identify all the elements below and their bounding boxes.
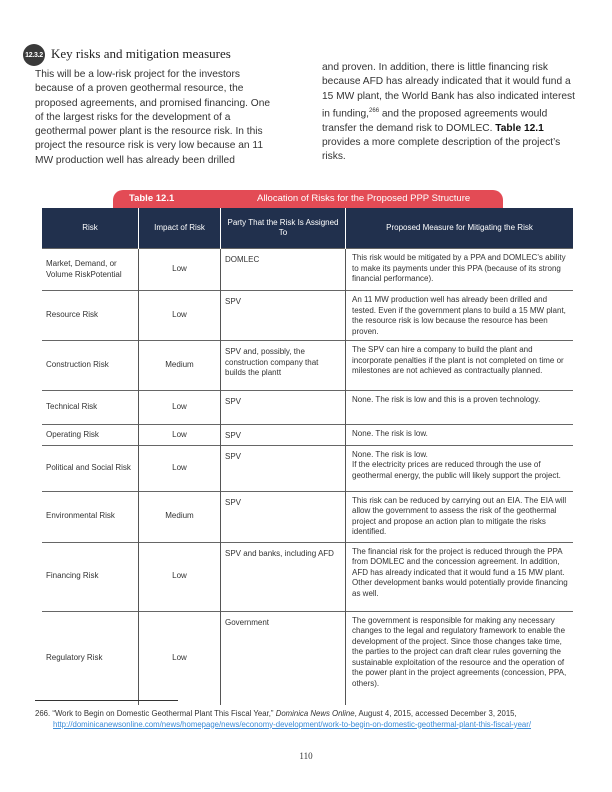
body-paragraph-right: and proven. In addition, there is little… (322, 61, 577, 164)
footnote-text: , August 4, 2015, accessed December 3, 2… (354, 709, 517, 718)
measure-cell: An 11 MW production well has already bee… (345, 290, 573, 341)
impact-cell: Medium (138, 340, 221, 391)
table-title-tab: Table 12.1 Allocation of Risks for the P… (113, 190, 503, 208)
party-cell: SPV (220, 290, 346, 341)
footnote-divider (35, 700, 178, 701)
footnote-ref[interactable]: 266 (369, 107, 380, 114)
measure-cell: The financial risk for the project is re… (345, 541, 573, 611)
table-header-row: Risk Impact of Risk Party That the Risk … (42, 208, 573, 249)
impact-cell: Low (138, 248, 221, 291)
table-number: Table 12.1 (129, 193, 175, 204)
table-row: Market, Demand, or Volume RiskPotential L… (42, 248, 573, 291)
impact-cell: Low (138, 290, 221, 341)
body-text: and the proposed agreements would transf… (322, 108, 548, 134)
risk-cell: Environmental Risk (42, 490, 139, 542)
section-number-badge: 12.3.2 (23, 44, 45, 66)
measure-cell: This risk would be mitigated by a PPA an… (345, 248, 573, 291)
table-row: Environmental Risk Medium SPV This risk can… (42, 490, 573, 542)
table-row: Technical Risk Low SPV None. The risk is lo… (42, 390, 573, 425)
header-measure: Proposed Measure for Mitigating the Risk (345, 208, 573, 249)
header-risk: Risk (42, 208, 139, 249)
impact-cell: Medium (138, 490, 221, 542)
table-row: Construction Risk Medium SPV and, possibly… (42, 340, 573, 391)
party-cell: SPV and, possibly, the construction comp… (220, 340, 346, 391)
risk-cell: Technical Risk (42, 390, 139, 425)
body-text: and proven. In addition, there is little… (322, 62, 575, 120)
party-cell: SPV (220, 444, 346, 491)
header-party: Party That the Risk Is Assigned To (220, 208, 346, 249)
risk-cell: Operating Risk (42, 424, 139, 445)
body-text: provides a more complete description of … (322, 136, 561, 163)
party-cell: SPV (220, 424, 346, 445)
footnote-text: “Work to Begin on Domestic Geothermal Pl… (52, 709, 276, 718)
impact-cell: Low (138, 424, 221, 445)
party-cell: SPV (220, 490, 346, 542)
header-impact: Impact of Risk (138, 208, 221, 249)
table-row: Financing Risk Low SPV and banks, includin… (42, 541, 573, 611)
measure-cell: The SPV can hire a company to build the … (345, 340, 573, 391)
impact-cell: Low (138, 444, 221, 491)
footnote-number: 266. (35, 709, 51, 718)
measure-cell: None. The risk is low. (345, 424, 573, 445)
measure-cell: This risk can be reduced by carrying out… (345, 490, 573, 542)
risk-cell: Construction Risk (42, 340, 139, 391)
risk-cell: Resource Risk (42, 290, 139, 341)
risk-cell: Market, Demand, or Volume RiskPotential (42, 248, 139, 291)
table-row: Political and Social Risk Low SPV None. The… (42, 444, 573, 491)
party-cell: SPV (220, 390, 346, 425)
impact-cell: Low (138, 541, 221, 611)
risk-allocation-table: Risk Impact of Risk Party That the Risk … (42, 208, 573, 705)
measure-cell: None. The risk is low and this is a prov… (345, 390, 573, 425)
footnote-source: Dominica News Online (275, 709, 355, 718)
table-row: Operating Risk Low SPV None. The risk is lo… (42, 424, 573, 445)
table-row: Resource Risk Low SPV An 11 MW production w… (42, 290, 573, 341)
party-cell: Government (220, 610, 346, 705)
impact-cell: Low (138, 390, 221, 425)
risk-cell: Financing Risk (42, 541, 139, 611)
party-cell: SPV and banks, including AFD (220, 541, 346, 611)
footnote-link[interactable]: http://dominicanewsonline.com/news/homep… (53, 719, 532, 729)
footnote: 266. “Work to Begin on Domestic Geotherm… (35, 709, 598, 730)
impact-cell: Low (138, 610, 221, 705)
measure-cell: None. The risk is low. If the electricit… (345, 444, 573, 491)
party-cell: DOMLEC (220, 248, 346, 291)
body-paragraph-left: This will be a low-risk project for the … (35, 69, 271, 166)
table-reference: Table 12.1 (495, 122, 544, 134)
measure-cell: The government is responsible for making… (345, 610, 573, 705)
risk-cell: Regulatory Risk (42, 610, 139, 705)
page-number: 110 (299, 751, 313, 761)
section-title: Key risks and mitigation measures (51, 46, 231, 61)
risk-cell: Political and Social Risk (42, 444, 139, 491)
table-row: Regulatory Risk Low Government The governme… (42, 610, 573, 705)
table-caption: Allocation of Risks for the Proposed PPP… (257, 193, 471, 204)
